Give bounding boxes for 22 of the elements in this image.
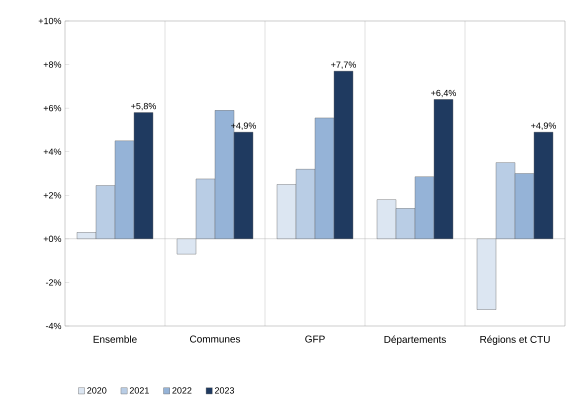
data-label: +7,7%: [331, 62, 356, 69]
y-tick-label: +4%: [44, 148, 62, 155]
y-tick-label: +10%: [38, 18, 62, 24]
x-tick-label: Ensemble: [94, 336, 137, 343]
data-label: +5,8%: [131, 102, 156, 110]
y-tick-label: -2%: [46, 279, 62, 286]
x-tick-label: Départements: [384, 336, 446, 345]
legend-label: 2020: [87, 387, 106, 394]
data-label: +4,9%: [531, 122, 556, 130]
x-tick-label: Communes: [190, 336, 240, 343]
x-tick-label: Régions et CTU: [480, 336, 550, 345]
y-tick-label: +8%: [44, 61, 62, 68]
y-tick-label: -4%: [46, 322, 62, 330]
data-label: +4,9%: [231, 122, 256, 130]
legend-label: 2021: [130, 387, 149, 394]
y-tick-label: +2%: [44, 192, 62, 198]
data-label: +6,4%: [431, 90, 456, 98]
y-tick-label: +6%: [44, 104, 62, 112]
y-tick-label: +0%: [44, 236, 62, 242]
legend-label: 2022: [172, 387, 192, 394]
legend-label: 2023: [214, 387, 234, 394]
x-tick-label: GFP: [305, 336, 325, 343]
